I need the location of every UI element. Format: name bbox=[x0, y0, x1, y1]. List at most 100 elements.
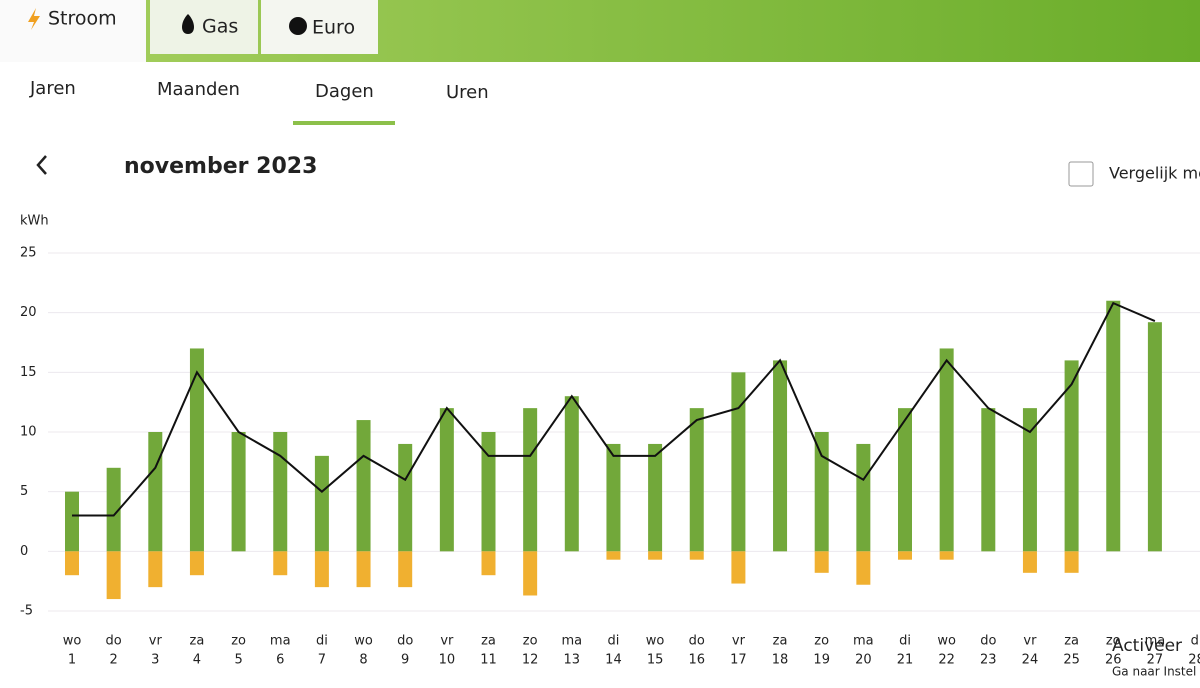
tab[interactable] bbox=[0, 0, 146, 62]
x-tick-weekday: vr bbox=[149, 634, 163, 649]
y-tick-label: -5 bbox=[20, 604, 33, 619]
x-tick-label: 8 bbox=[359, 653, 367, 668]
euro-icon bbox=[289, 17, 307, 35]
x-tick-weekday: do bbox=[106, 634, 122, 649]
bar bbox=[1022, 408, 1037, 552]
prev-button[interactable] bbox=[36, 155, 47, 175]
x-tick-label: 6 bbox=[276, 653, 284, 668]
x-tick-label: 5 bbox=[234, 653, 242, 668]
x-tick-weekday: zo bbox=[814, 634, 829, 649]
bar bbox=[1147, 322, 1162, 552]
x-tick-label: 9 bbox=[401, 653, 409, 668]
tab-label[interactable]: Gas bbox=[202, 16, 238, 38]
bar bbox=[898, 408, 912, 552]
y-unit: kWh bbox=[20, 214, 49, 229]
x-tick-weekday: ma bbox=[853, 634, 874, 649]
x-tick-label: 2 bbox=[110, 653, 118, 668]
x-tick-weekday: wo bbox=[63, 634, 82, 649]
x-tick-weekday: vr bbox=[1023, 634, 1037, 649]
bar bbox=[606, 551, 621, 560]
tab[interactable] bbox=[150, 0, 258, 54]
y-tick-label: 0 bbox=[20, 544, 28, 559]
bar bbox=[939, 551, 954, 560]
x-tick-label: 4 bbox=[193, 653, 201, 668]
bar bbox=[898, 551, 912, 560]
x-tick-weekday: za bbox=[1064, 634, 1079, 649]
x-tick-label: 25 bbox=[1063, 653, 1080, 668]
x-tick-label: 14 bbox=[605, 653, 622, 668]
x-tick-label: 11 bbox=[480, 653, 497, 668]
bar bbox=[981, 408, 996, 552]
bar bbox=[65, 551, 79, 576]
x-tick-weekday: ma bbox=[561, 634, 582, 649]
y-tick-label: 10 bbox=[20, 425, 37, 440]
bar bbox=[356, 551, 371, 588]
flame-icon bbox=[182, 14, 194, 34]
bar bbox=[148, 551, 163, 588]
bar bbox=[731, 551, 746, 584]
x-tick-label: 16 bbox=[688, 653, 705, 668]
x-tick-label: 12 bbox=[522, 653, 539, 668]
period-tab[interactable]: Uren bbox=[446, 82, 489, 103]
period-tab[interactable]: Maanden bbox=[157, 79, 240, 100]
bar bbox=[65, 491, 79, 552]
x-tick-label: 22 bbox=[938, 653, 955, 668]
bar bbox=[523, 551, 538, 596]
tab-label[interactable]: Euro bbox=[312, 17, 355, 39]
bar bbox=[481, 551, 496, 576]
x-tick-weekday: di bbox=[899, 634, 911, 649]
x-tick-weekday: do bbox=[980, 634, 996, 649]
bar bbox=[189, 551, 204, 576]
x-tick-label: 13 bbox=[564, 653, 581, 668]
bar bbox=[106, 551, 121, 600]
bar bbox=[856, 443, 871, 552]
x-tick-label: 7 bbox=[318, 653, 326, 668]
y-tick-label: 20 bbox=[20, 305, 37, 320]
bar bbox=[106, 467, 121, 552]
compare-label[interactable]: Vergelijk me bbox=[1109, 164, 1200, 183]
bolt-icon bbox=[28, 8, 40, 30]
bar bbox=[314, 551, 329, 588]
x-tick-weekday: vr bbox=[732, 634, 746, 649]
tab-label[interactable]: Stroom bbox=[48, 8, 117, 30]
tab[interactable] bbox=[261, 0, 378, 54]
x-tick-weekday: zo bbox=[231, 634, 246, 649]
watermark: Activeer bbox=[1112, 636, 1182, 656]
x-tick-label: 24 bbox=[1022, 653, 1039, 668]
watermark: Ga naar Instel bbox=[1112, 665, 1196, 679]
bar bbox=[856, 551, 871, 585]
x-tick-label: 3 bbox=[151, 653, 159, 668]
bar bbox=[1064, 360, 1079, 552]
bar bbox=[606, 443, 621, 552]
bar bbox=[1022, 551, 1037, 573]
bar bbox=[481, 432, 496, 552]
x-tick-weekday: vr bbox=[440, 634, 454, 649]
bar bbox=[398, 443, 413, 552]
x-tick-label: 23 bbox=[980, 653, 997, 668]
x-tick-weekday: do bbox=[397, 634, 413, 649]
period-tab[interactable]: Jaren bbox=[29, 78, 76, 99]
x-tick-weekday: za bbox=[481, 634, 496, 649]
bar bbox=[523, 408, 538, 552]
y-tick-label: 5 bbox=[20, 484, 28, 499]
x-tick-label: 28 bbox=[1188, 653, 1200, 668]
x-tick-label: 18 bbox=[772, 653, 789, 668]
bar bbox=[648, 443, 663, 552]
bar bbox=[189, 348, 204, 552]
bar bbox=[814, 551, 829, 573]
x-tick-weekday: wo bbox=[354, 634, 373, 649]
period-tab[interactable]: Dagen bbox=[315, 81, 374, 102]
bar bbox=[231, 432, 246, 552]
bar bbox=[356, 420, 371, 552]
x-tick-label: 10 bbox=[439, 653, 456, 668]
x-tick-label: 26 bbox=[1105, 653, 1122, 668]
y-tick-label: 15 bbox=[20, 365, 37, 380]
compare-checkbox[interactable] bbox=[1068, 161, 1094, 187]
x-tick-weekday: zo bbox=[523, 634, 538, 649]
y-tick-label: 25 bbox=[20, 246, 37, 261]
x-tick-label: 15 bbox=[647, 653, 664, 668]
bar bbox=[273, 432, 288, 552]
period-title: november 2023 bbox=[124, 154, 317, 179]
